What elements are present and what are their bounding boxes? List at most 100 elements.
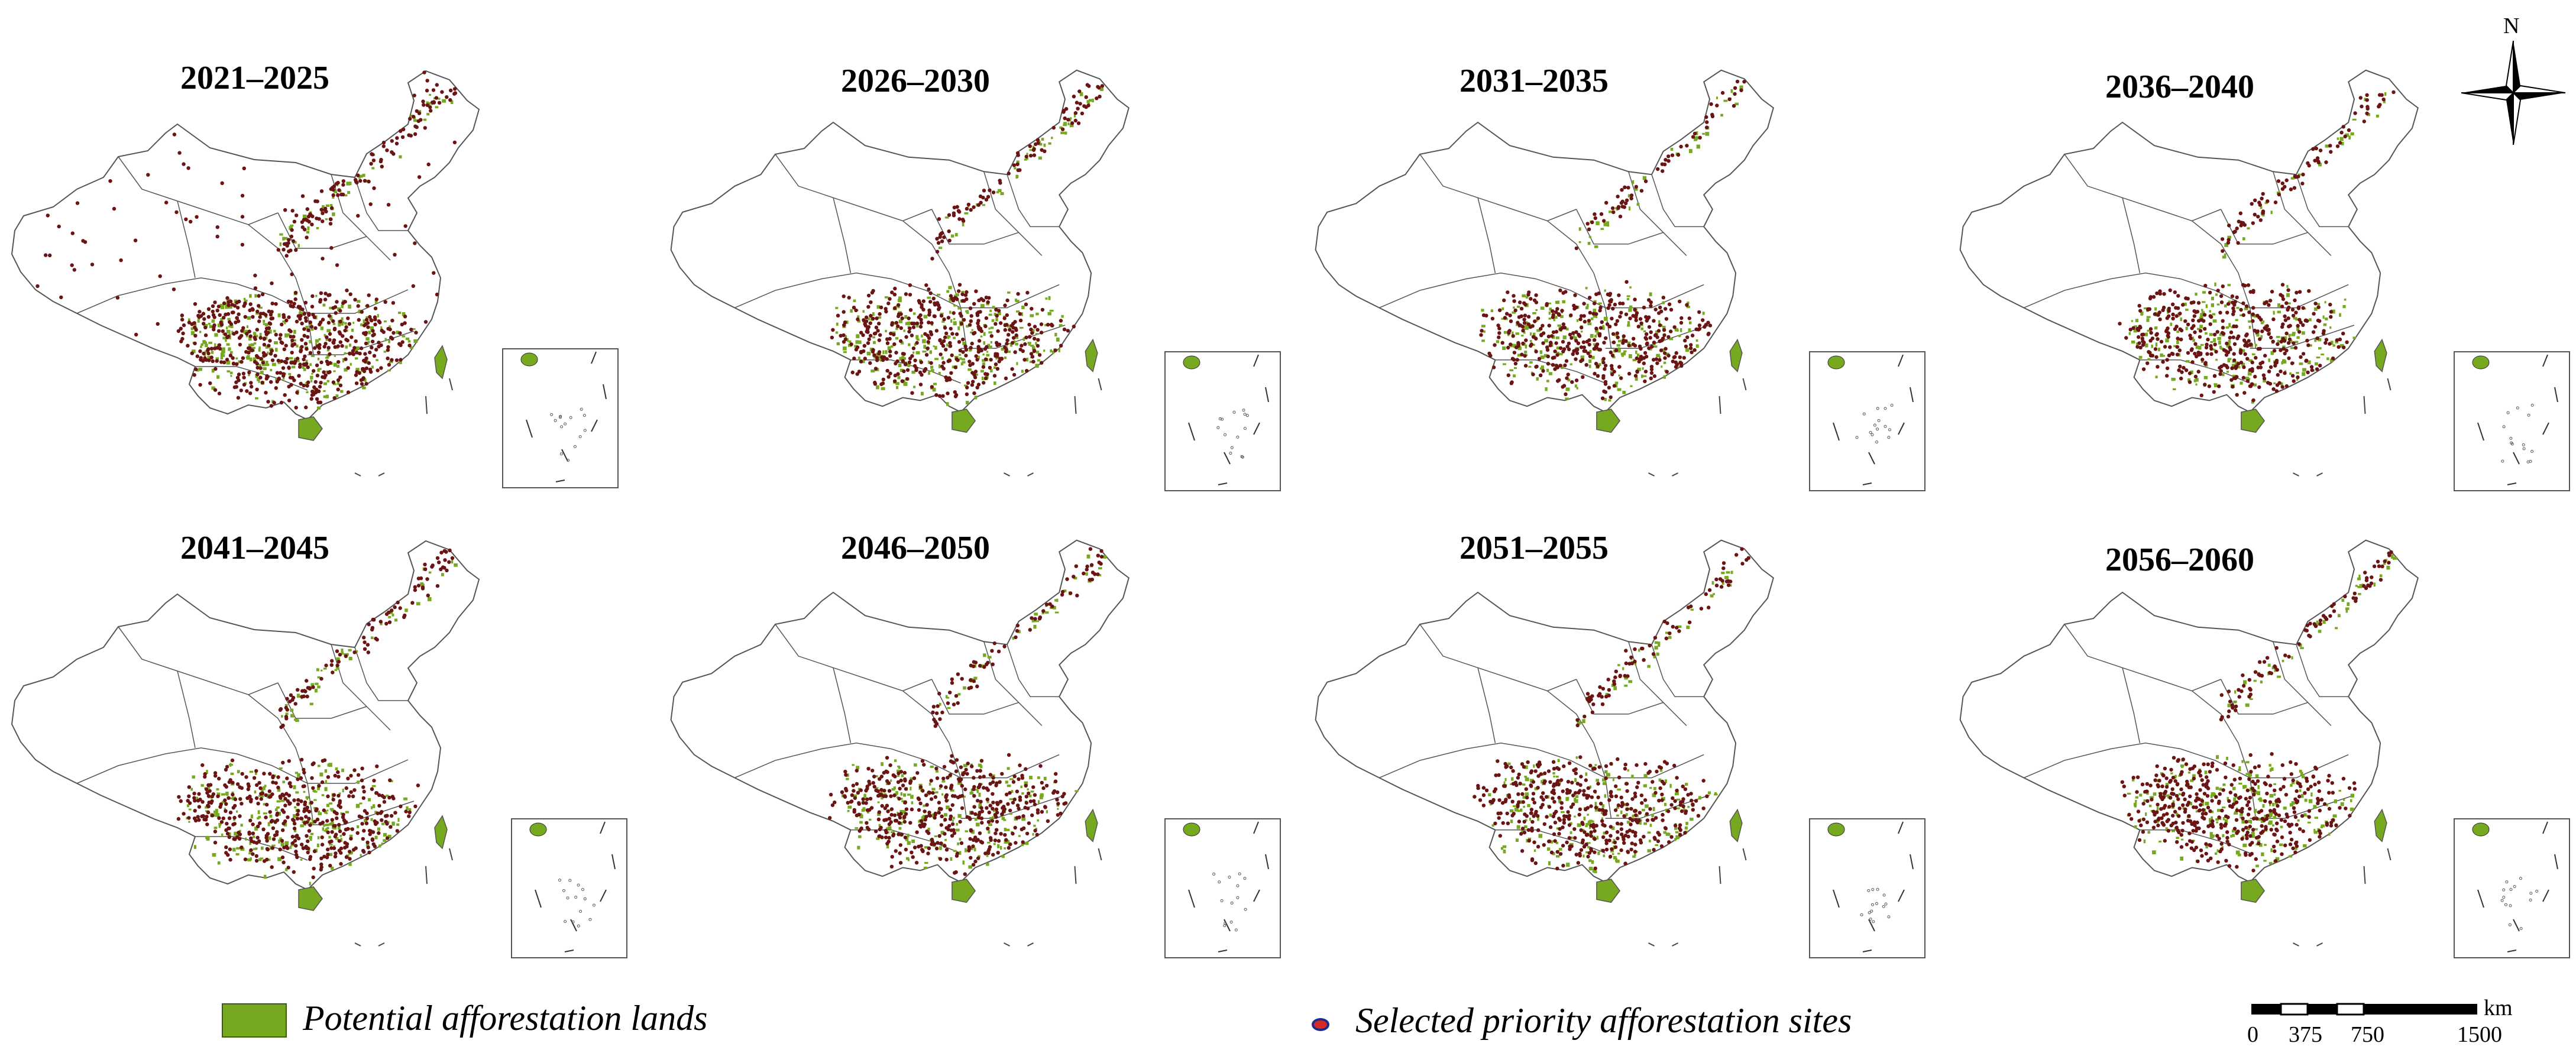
island-boundary [1729,808,1743,842]
province-boundary [734,273,892,309]
province-boundary [1651,174,1704,228]
province-boundary [2064,624,2221,692]
province-boundary [775,624,932,692]
south-china-sea-inset [1164,351,1281,491]
panel-title: 2041–2045 [180,530,329,566]
priority-sites-layer [2118,90,2396,403]
province-boundary [1575,209,1664,245]
scale-unit: km [2484,996,2513,1020]
map-china-2036-2040 [1959,69,2570,491]
province-boundary [277,212,367,249]
priority-sites-layer [176,548,455,880]
panel-title: 2031–2035 [1459,63,1609,99]
selected-sites-marker-icon [1312,1018,1329,1031]
map-panel-2036-2040: 2036–2040 [1934,35,2576,544]
island-boundary [952,879,976,903]
country-boundary [1315,539,1774,883]
map-china-2051-2055 [1315,539,1925,958]
province-boundary [2220,679,2308,715]
province-boundary [891,278,1060,309]
province-boundary [1477,197,1496,273]
panel-title: 2026–2030 [841,63,990,99]
province-boundary [2296,174,2349,228]
south-china-sea-inset [511,818,627,958]
province-boundary [850,829,961,854]
panel-title: 2036–2040 [2105,69,2254,105]
province-boundary [354,647,408,701]
island-boundary [1729,338,1743,372]
province-boundary [1605,325,1710,349]
province-boundary [1379,273,1536,309]
province-boundary [118,626,279,695]
priority-sites-layer [828,547,1104,876]
province-boundary [931,679,1019,715]
province-boundary [2140,829,2250,854]
province-boundary [833,197,852,273]
province-boundary [2180,278,2349,309]
map-panel-2056-2060: 2056–2060 [1934,505,2576,1014]
province-boundary [236,753,409,784]
province-boundary [2273,171,2332,256]
province-boundary [983,641,1043,726]
province-boundary [2024,273,2181,309]
province-boundary [902,691,967,819]
island-boundary [434,815,448,850]
province-boundary [1419,624,1577,692]
priority-sites-layer [2120,550,2393,873]
priority-sites-layer [1473,547,1750,871]
country-boundary [670,539,1130,883]
map-panel-2021-2025: 2021–2025 [0,35,645,544]
province-boundary [354,177,408,231]
province-boundary [1651,644,1704,698]
map-china-2021-2025 [11,70,619,488]
map-china-2031-2035 [1315,69,1925,491]
province-boundary [1477,667,1496,743]
south-china-sea-inset [2454,818,2570,958]
province-boundary [1007,174,1060,228]
potential-afforestation-label: Potential afforestation lands [303,999,708,1038]
province-boundary [2192,691,2257,819]
map-china-2046-2050 [670,539,1281,958]
south-china-sea-inset [1809,351,1925,491]
selected-sites-label: Selected priority afforestation sites [1355,1001,1852,1040]
province-boundary [2296,644,2349,698]
province-boundary [2024,743,2181,779]
province-boundary [931,209,1019,245]
island-boundary [1596,409,1621,433]
panel-title: 2056–2060 [2105,542,2254,578]
island-boundary [1085,338,1098,372]
country-boundary [1959,539,2419,883]
province-boundary [1547,221,1612,349]
island-boundary [1085,808,1098,842]
province-boundary [1547,691,1612,819]
island-boundary [2374,808,2387,842]
province-boundary [177,670,196,748]
province-boundary [177,200,196,278]
island-boundary [434,345,448,380]
panel-title: 2046–2050 [841,530,990,566]
south-china-sea-inset [1809,818,1925,958]
country-boundary [11,70,480,421]
province-boundary [734,743,892,779]
scale-bar [2251,1003,2477,1016]
island-boundary [298,886,323,911]
priority-sites-layer [1479,79,1746,400]
scale-tick-1500: 1500 [2457,1022,2502,1047]
map-panel-2031-2035: 2031–2035 [1289,35,1934,544]
map-panel-2041-2045: 2041–2045 [0,505,645,1014]
priority-sites-layer [35,70,458,410]
province-boundary [76,747,237,784]
island-boundary [952,409,976,433]
province-boundary [833,667,852,743]
province-boundary [1535,278,1704,309]
north-label: N [2503,14,2520,38]
island-boundary [2241,879,2266,903]
province-boundary [2250,325,2355,349]
scale-tick-0: 0 [2247,1022,2258,1047]
map-china-2041-2045 [11,540,627,958]
country-boundary [670,69,1130,413]
island-boundary [298,416,323,441]
province-boundary [76,277,237,314]
map-china-2056-2060 [1959,539,2570,958]
island-boundary [2374,338,2387,372]
